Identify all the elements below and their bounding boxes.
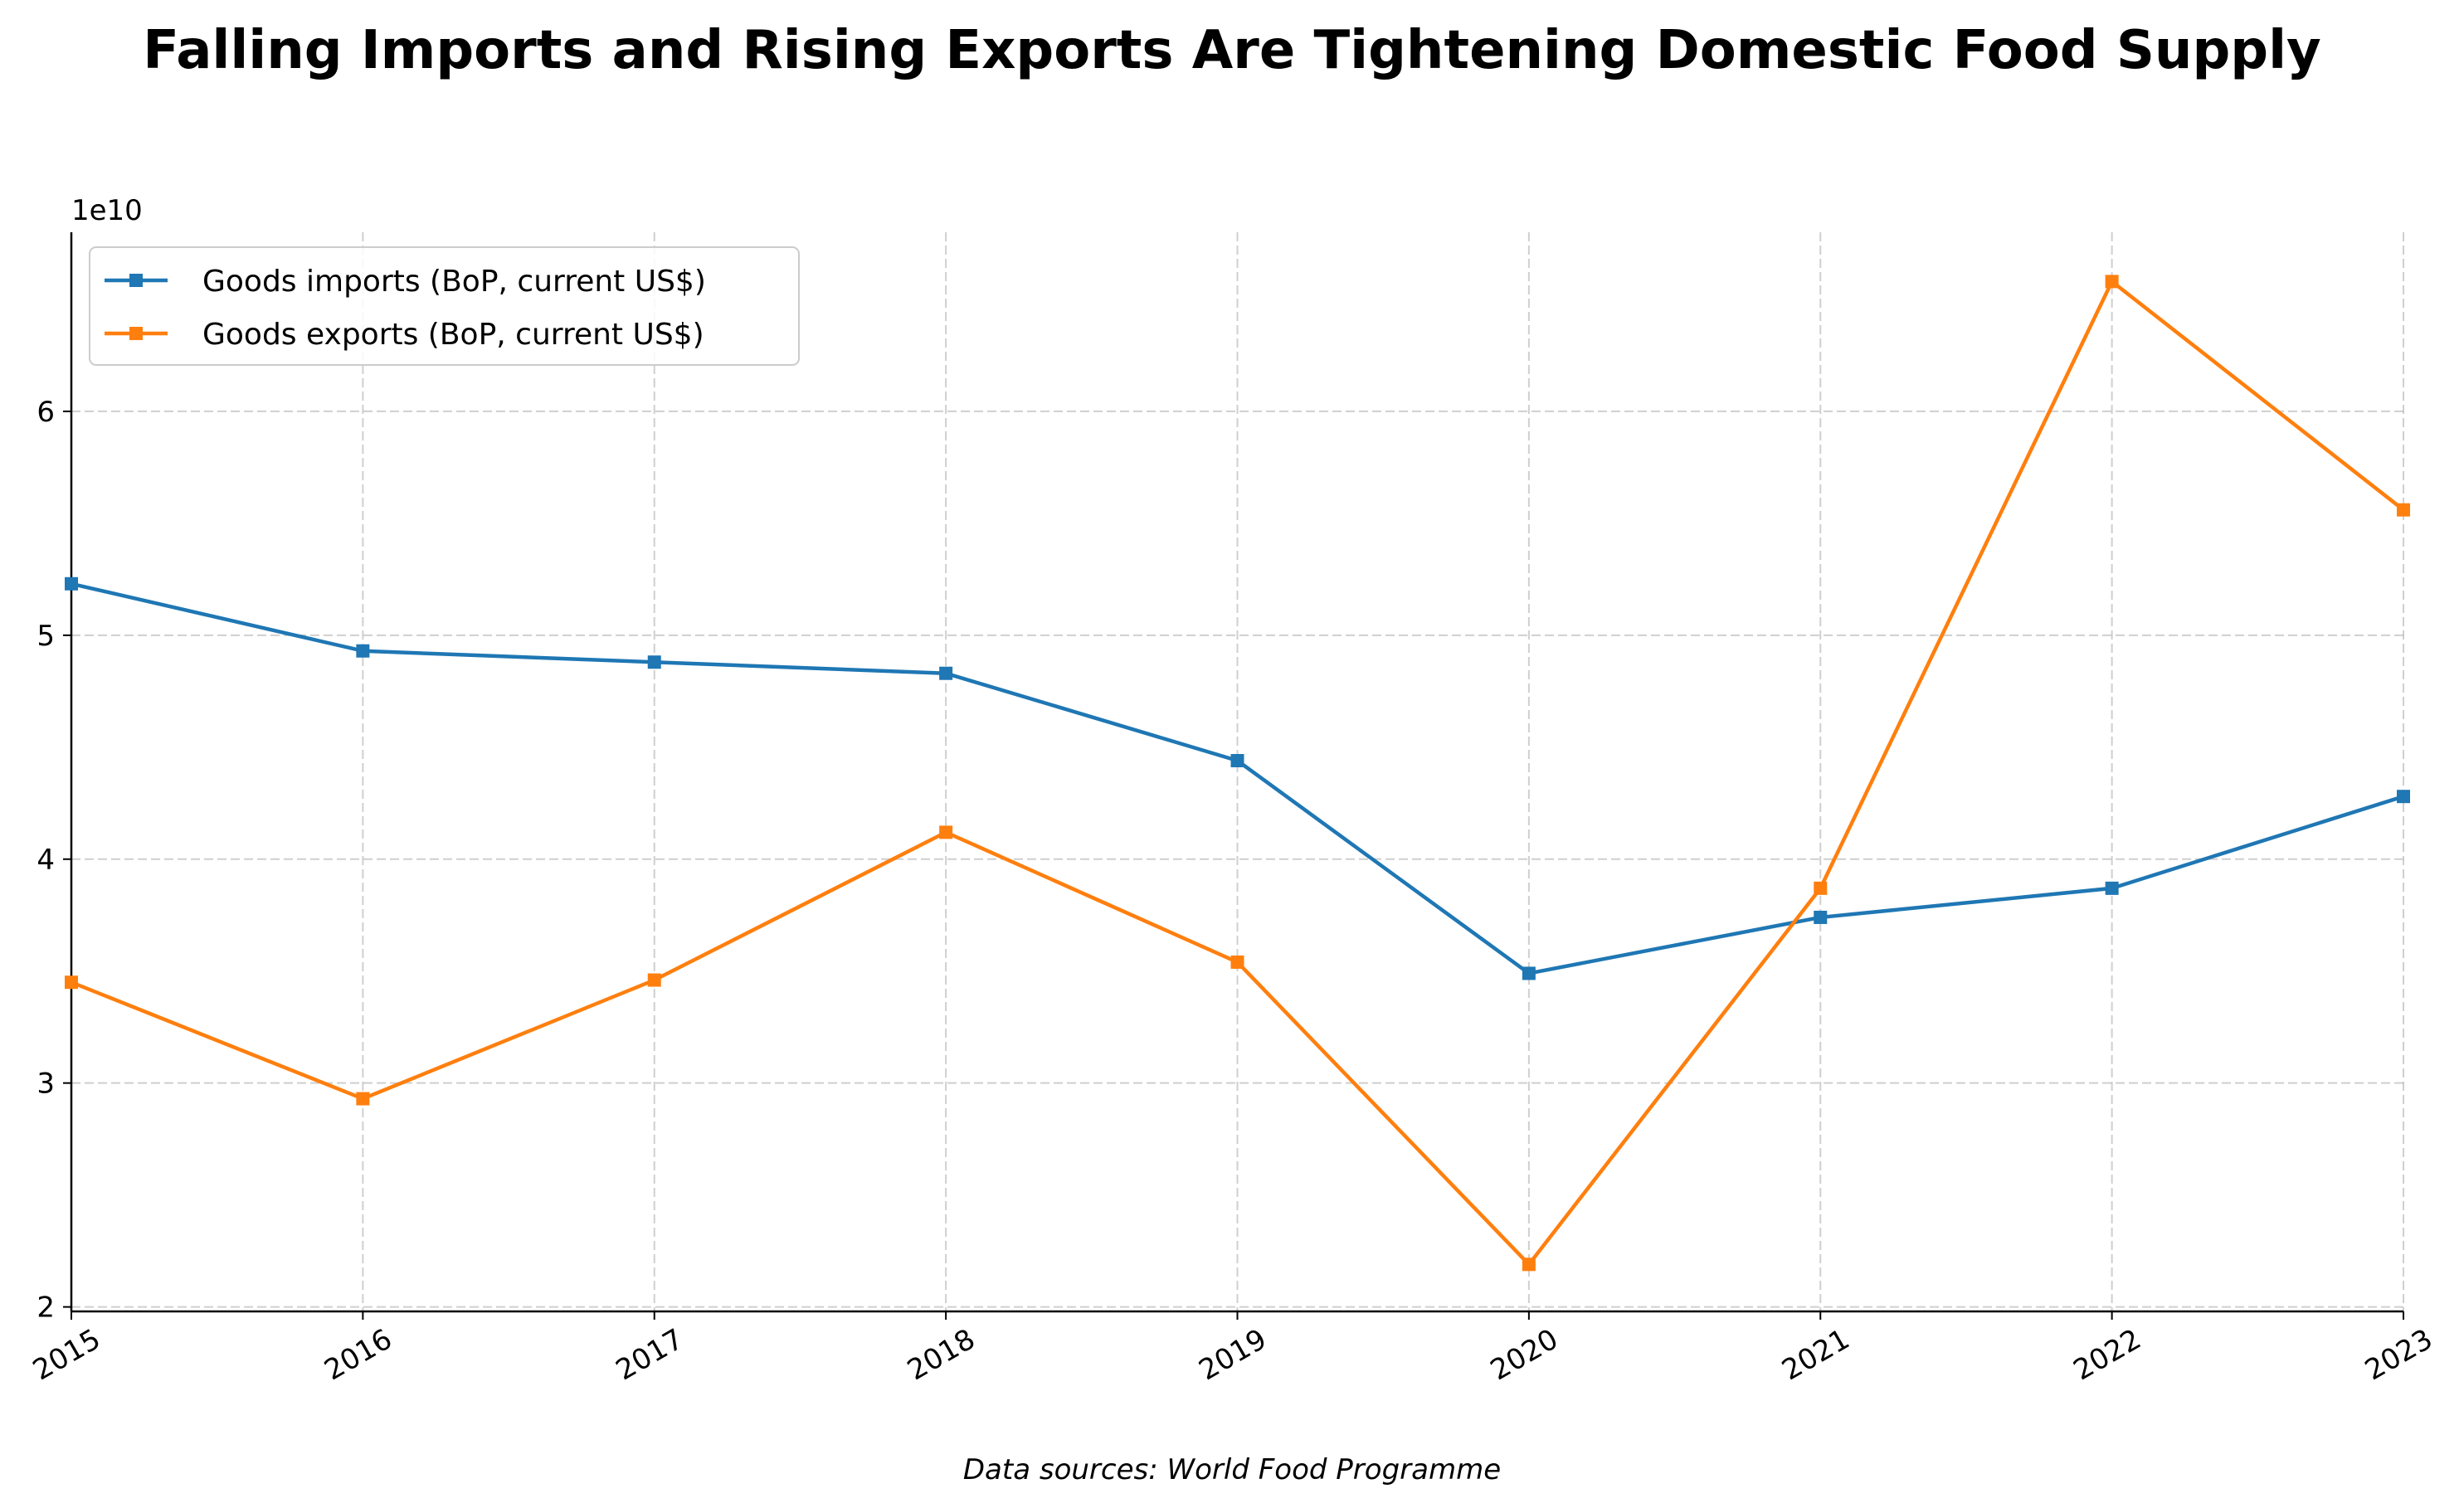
legend: Goods imports (BoP, current US$) Goods ex…: [89, 246, 800, 366]
legend-marker: [129, 274, 143, 287]
axes: 2 3 4 5 6 2015 2016 2017 2018 2019 2020 2021 2022 202…: [27, 232, 2438, 1387]
series-2: [65, 275, 2410, 1272]
chart-title: Falling Imports and Rising Exports Are T…: [143, 20, 2321, 81]
data-point: [65, 576, 78, 591]
y-tick-label: 4: [37, 844, 55, 877]
data-point: [2397, 790, 2410, 804]
x-tick-label: 2020: [1485, 1323, 1564, 1388]
x-tick-label: 2021: [1776, 1323, 1855, 1388]
data-point: [2397, 503, 2410, 517]
x-tick-label: 2017: [611, 1323, 689, 1388]
data-point: [1814, 881, 1828, 895]
y-tick-label: 5: [37, 620, 55, 653]
legend-item: Goods exports (BoP, current US$): [105, 318, 704, 352]
x-tick-label: 2023: [2359, 1323, 2438, 1388]
x-tick-label: 2018: [902, 1323, 981, 1388]
y-tick-label: 6: [37, 396, 55, 429]
y-axis-scale-label: 1e10: [71, 194, 143, 227]
data-point: [2105, 275, 2119, 289]
data-point: [65, 975, 78, 990]
x-tick-label: 2019: [1194, 1323, 1273, 1388]
source-note: Data sources: World Food Programme: [963, 1453, 1501, 1486]
x-tick-label: 2022: [2068, 1323, 2147, 1388]
data-point: [1522, 966, 1536, 980]
data-point: [939, 666, 953, 680]
x-tick-label: 2015: [27, 1323, 106, 1388]
y-tick-label: 2: [37, 1292, 55, 1325]
legend-label: Goods imports (BoP, current US$): [202, 265, 706, 299]
x-tick-label: 2016: [319, 1323, 397, 1388]
data-point: [1522, 1257, 1536, 1272]
data-point: [1230, 955, 1244, 969]
legend-marker: [129, 327, 143, 340]
data-point: [1814, 910, 1828, 924]
data-point: [1230, 754, 1244, 768]
data-point: [356, 1092, 370, 1106]
y-tick-label: 3: [37, 1068, 55, 1101]
data-point: [647, 655, 661, 669]
grid: [71, 232, 2404, 1311]
series-layer: [65, 275, 2410, 1272]
data-point: [2105, 881, 2119, 895]
legend-box: [89, 246, 800, 366]
series-1: [65, 576, 2410, 980]
data-point: [356, 644, 370, 658]
legend-label: Goods exports (BoP, current US$): [202, 318, 704, 352]
data-point: [647, 973, 661, 987]
data-point: [939, 825, 953, 839]
legend-item: Goods imports (BoP, current US$): [105, 265, 706, 299]
